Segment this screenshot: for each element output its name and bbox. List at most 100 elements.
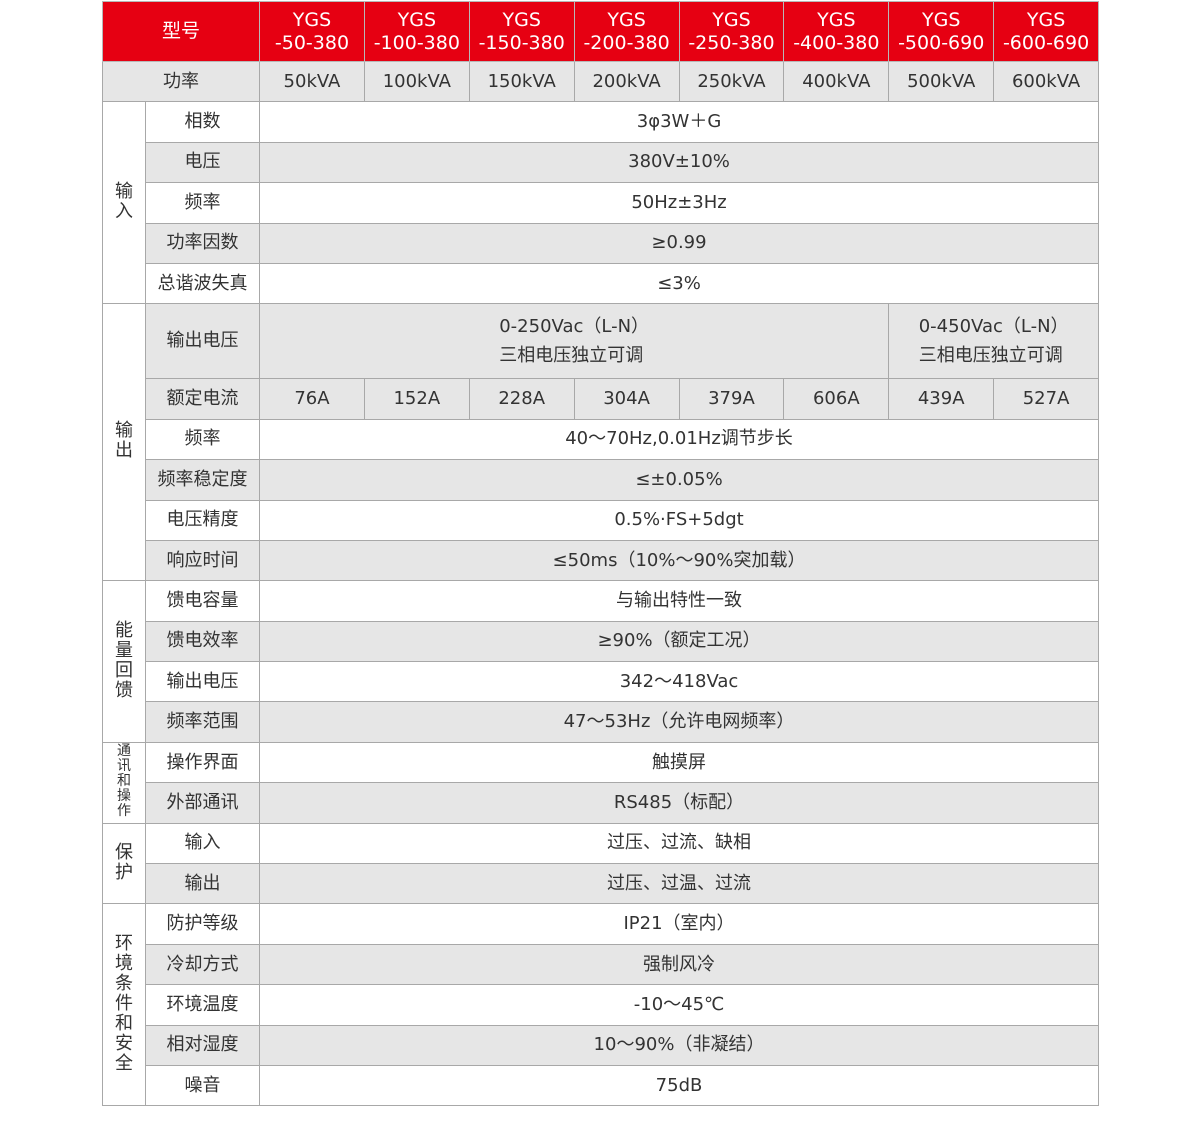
row-value: 439A — [888, 378, 995, 420]
row-label: 电压 — [144, 141, 261, 184]
header-row: 型号 YGS -50-380 YGS -100-380 YGS -150-380 YGS… — [101, 1, 1100, 62]
row-value: 342～418Vac — [259, 661, 1100, 703]
table-row: 频率稳定度 ≤±0.05% — [102, 459, 1100, 501]
table-row: 电压精度 0.5%·FS+5dgt — [102, 499, 1100, 541]
row-label: 功率因数 — [144, 222, 261, 264]
row-label: 输出电压 — [144, 303, 261, 380]
row-label: 冷却方式 — [144, 943, 261, 986]
group-label: 通讯和操作 — [102, 741, 146, 824]
row-value: ≤±0.05% — [259, 459, 1100, 501]
row-label: 电压精度 — [144, 499, 261, 541]
table-row: 响应时间 ≤50ms（10%～90%突加载） — [102, 539, 1100, 582]
cell-text: 0-450Vac（L-N） 三相电压独立可调 — [918, 316, 1069, 367]
row-label: 外部通讯 — [144, 782, 261, 824]
model-header-label: 型号 — [101, 1, 261, 62]
row-value: 304A — [573, 378, 680, 420]
group-label-text: 环境条件和安全 — [114, 932, 133, 1074]
row-value: 3φ3W＋G — [259, 101, 1100, 143]
group-label-text: 保护 — [114, 841, 133, 883]
table-row: 环境温度 -10～45℃ — [102, 984, 1100, 1026]
row-label: 环境温度 — [144, 984, 261, 1026]
row-value: IP21（室内） — [259, 903, 1100, 945]
row-value: 过压、过流、缺相 — [259, 822, 1100, 865]
group-label-text: 输入 — [114, 180, 133, 222]
table-row: 通讯和操作 操作界面 触摸屏 — [102, 741, 1100, 824]
spec-table-body: 型号 YGS -50-380 YGS -100-380 YGS -150-380 YGS… — [101, 1, 1100, 1107]
power-label: 功率 — [101, 60, 261, 103]
power-value: 100kVA — [363, 60, 470, 103]
row-label: 频率范围 — [144, 701, 261, 743]
table-row: 输出 过压、过温、过流 — [102, 863, 1100, 905]
row-value: ≥0.99 — [259, 222, 1100, 264]
row-value: 76A — [259, 378, 365, 420]
table-row: 相对湿度 10～90%（非凝结） — [102, 1024, 1100, 1066]
table-row: 环境条件和安全 防护等级 IP21（室内） — [102, 903, 1100, 1107]
table-row: 功率因数 ≥0.99 — [102, 222, 1100, 264]
row-value: ≤50ms（10%～90%突加载） — [259, 539, 1100, 582]
row-value: 75dB — [259, 1064, 1100, 1107]
row-label: 输出 — [144, 863, 261, 905]
model-name: YGS -400-380 — [783, 1, 890, 62]
row-label: 相对湿度 — [144, 1024, 261, 1066]
row-value: 过压、过温、过流 — [259, 863, 1100, 905]
power-value: 200kVA — [573, 60, 680, 103]
row-value: 与输出特性一致 — [259, 580, 1100, 622]
row-value: 606A — [783, 378, 890, 420]
table-row: 冷却方式 强制风冷 — [102, 943, 1100, 986]
row-label: 频率稳定度 — [144, 459, 261, 501]
row-value: 10～90%（非凝结） — [259, 1024, 1100, 1066]
table-row: 输出 输出电压 0-250Vac（L-N） 三相电压独立可调 0-450Vac（L-N… — [102, 303, 1100, 582]
table-row: 输出电压 342～418Vac — [102, 661, 1100, 703]
group-label: 输出 — [102, 303, 146, 582]
row-label: 馈电效率 — [144, 620, 261, 663]
power-value: 250kVA — [678, 60, 785, 103]
table-row: 能量回馈 馈电容量 与输出特性一致 — [102, 580, 1100, 743]
row-value: 47～53Hz（允许电网频率） — [259, 701, 1100, 743]
row-value: 380V±10% — [259, 141, 1100, 184]
group-label: 环境条件和安全 — [102, 903, 146, 1107]
row-value: ≥90%（额定工况） — [259, 620, 1100, 663]
table-row: 频率 40～70Hz,0.01Hz调节步长 — [102, 418, 1100, 461]
spec-table: 型号 YGS -50-380 YGS -100-380 YGS -150-380 YGS… — [101, 1, 1100, 1107]
group-label-text: 能量回馈 — [114, 619, 133, 701]
row-label: 总谐波失真 — [144, 262, 261, 305]
row-label: 额定电流 — [144, 378, 261, 420]
power-value: 50kVA — [259, 60, 365, 103]
row-value: 50Hz±3Hz — [259, 182, 1100, 224]
table-row: 额定电流 76A 152A 228A 304A 379A 606A 439A 527A — [102, 378, 1100, 420]
table-row: 输入 相数 3φ3W＋G — [102, 101, 1100, 305]
table-row: 噪音 75dB — [102, 1064, 1100, 1107]
row-value: 40～70Hz,0.01Hz调节步长 — [259, 418, 1100, 461]
row-label: 输出电压 — [144, 661, 261, 703]
power-value: 600kVA — [993, 60, 1100, 103]
power-value: 150kVA — [468, 60, 575, 103]
row-value: 0-250Vac（L-N） 三相电压独立可调 — [259, 303, 890, 380]
row-value: ≤3% — [259, 262, 1100, 305]
row-value: 527A — [993, 378, 1100, 420]
power-row: 功率 50kVA 100kVA 150kVA 200kVA 250kVA 400kVA 500… — [101, 60, 1100, 103]
group-label: 能量回馈 — [102, 580, 146, 743]
model-name: YGS -600-690 — [993, 1, 1100, 62]
row-label: 防护等级 — [144, 903, 261, 945]
row-value: -10～45℃ — [259, 984, 1100, 1026]
table-row: 外部通讯 RS485（标配） — [102, 782, 1100, 824]
row-value: 152A — [363, 378, 470, 420]
power-value: 400kVA — [783, 60, 890, 103]
model-name: YGS -150-380 — [468, 1, 575, 62]
table-row: 频率 50Hz±3Hz — [102, 182, 1100, 224]
row-label: 相数 — [144, 101, 261, 143]
table-row: 频率范围 47～53Hz（允许电网频率） — [102, 701, 1100, 743]
table-row: 电压 380V±10% — [102, 141, 1100, 184]
model-name: YGS -500-690 — [888, 1, 995, 62]
row-label: 馈电容量 — [144, 580, 261, 622]
table-row: 保护 输入 过压、过流、缺相 — [102, 822, 1100, 905]
row-value: 强制风冷 — [259, 943, 1100, 986]
table-row: 馈电效率 ≥90%（额定工况） — [102, 620, 1100, 663]
group-label-text: 输出 — [114, 420, 133, 462]
row-label: 响应时间 — [144, 539, 261, 582]
model-name: YGS -250-380 — [678, 1, 785, 62]
model-name: YGS -200-380 — [573, 1, 680, 62]
table-row: 总谐波失真 ≤3% — [102, 262, 1100, 305]
group-label: 输入 — [102, 101, 146, 305]
row-value: 0.5%·FS+5dgt — [259, 499, 1100, 541]
